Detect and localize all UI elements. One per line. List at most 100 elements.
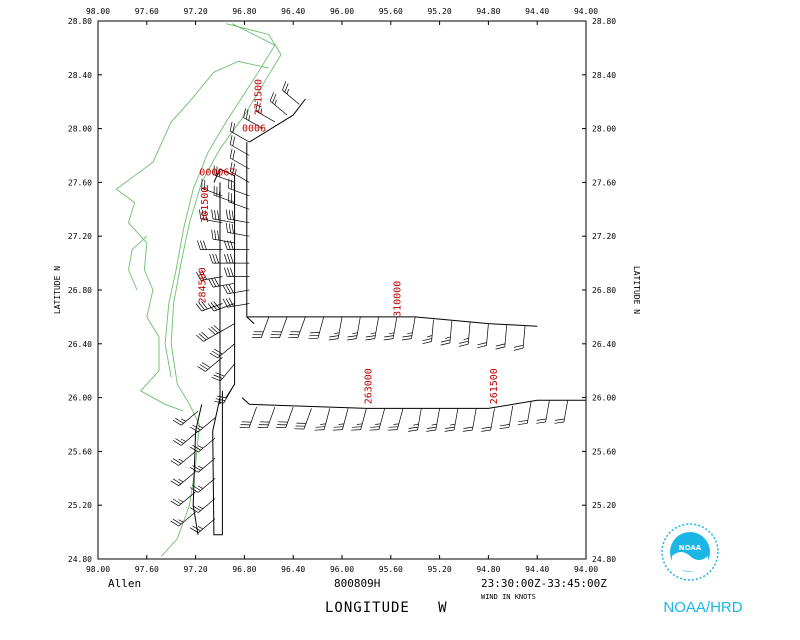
logo-ring <box>661 523 719 581</box>
coastline-segment <box>128 235 148 291</box>
logo-label: NOAA/HRD <box>663 599 742 616</box>
flight-track <box>192 404 203 535</box>
wind-barb <box>190 478 216 493</box>
axis-ticks-layer: 98.00 98.00 97.60 97.60 97.20 97.20 96.80 96.80… <box>68 7 616 574</box>
wind-barb <box>422 319 434 345</box>
wind-barb <box>347 316 361 341</box>
x-tick-label-bottom: 96.40 <box>281 565 305 574</box>
wind-barb <box>195 270 223 281</box>
x-tick-label-bottom: 96.00 <box>330 565 354 574</box>
wind-barb <box>199 209 223 224</box>
wind-barb <box>209 343 235 359</box>
wind-barb <box>190 457 216 473</box>
wind-barb <box>214 383 235 404</box>
x-tick-label-top: 95.20 <box>428 7 452 16</box>
wind-barb <box>170 491 196 507</box>
wind-barb <box>211 209 235 224</box>
x-tick-label-top: 95.60 <box>379 7 403 16</box>
y-tick-label-right: 28.00 <box>592 125 616 134</box>
wind-barb <box>408 408 422 432</box>
wind-barb <box>225 222 250 237</box>
wind-barb <box>229 162 250 183</box>
y-tick-label-left: 26.00 <box>68 394 92 403</box>
wind-barb <box>243 108 263 129</box>
wind-barb <box>170 511 196 527</box>
y-axis-label-right: LATITUDE N <box>632 266 641 314</box>
wind-barb <box>401 316 416 341</box>
wind-barb <box>536 400 550 424</box>
wind-barb <box>554 400 569 424</box>
flight-track <box>249 98 306 143</box>
wind-barb <box>328 316 343 341</box>
y-tick-label-right: 26.40 <box>592 340 616 349</box>
x-tick-label-top: 96.80 <box>232 7 256 16</box>
wind-barb <box>481 408 495 432</box>
wind-barb <box>222 297 250 308</box>
x-tick-label-top: 94.80 <box>476 7 500 16</box>
wind-barb <box>517 401 532 426</box>
wind-barb <box>255 101 276 123</box>
wind-barb <box>190 417 216 433</box>
wind-barb <box>477 323 489 349</box>
x-tick-label-bottom: 94.80 <box>476 565 500 574</box>
flight-track <box>241 397 586 409</box>
y-tick-label-right: 27.60 <box>592 178 616 187</box>
wind-barb <box>207 301 235 312</box>
x-tick-label-bottom: 96.80 <box>232 565 256 574</box>
x-tick-label-top: 94.40 <box>525 7 549 16</box>
time-label: 263000 <box>363 368 374 404</box>
wind-barb <box>426 408 440 432</box>
y-tick-label-left: 27.60 <box>68 178 92 187</box>
wind-barb <box>269 92 288 116</box>
time-label: 261500 <box>489 368 500 404</box>
x-tick-label-top: 94.00 <box>574 7 598 16</box>
y-tick-label-left: 26.80 <box>68 286 92 295</box>
wind-barb <box>282 81 300 105</box>
wind-barb <box>190 518 216 534</box>
y-tick-label-left: 28.00 <box>68 125 92 134</box>
time-label: 284500 <box>197 267 208 303</box>
logo-wave-icon <box>672 552 708 572</box>
x-axis-label: LONGITUDE W <box>325 600 448 616</box>
coastline-segment <box>164 23 276 378</box>
x-tick-label-top: 98.00 <box>86 7 110 16</box>
wind-barb <box>229 135 250 156</box>
wind-barb <box>172 410 199 426</box>
y-tick-label-left: 28.80 <box>68 17 92 26</box>
wind-barb <box>170 471 196 486</box>
wind-barb <box>351 408 367 431</box>
y-tick-label-right: 24.80 <box>592 555 616 564</box>
wind-barb <box>440 320 453 346</box>
wind-barb <box>369 408 386 431</box>
wind-barb <box>257 406 276 429</box>
wind-barb <box>190 498 216 513</box>
wind-barb <box>332 408 349 431</box>
y-tick-label-left: 24.80 <box>68 555 92 564</box>
wind-barb <box>458 322 471 347</box>
y-tick-label-left: 28.40 <box>68 71 92 80</box>
wind-barb <box>208 277 235 288</box>
wind-barb <box>222 284 250 295</box>
x-tick-label-top: 97.60 <box>135 7 159 16</box>
wind-barb <box>195 301 223 312</box>
y-tick-label-right: 25.60 <box>592 447 616 456</box>
wind-barb <box>444 408 459 432</box>
wind-barb <box>383 316 398 341</box>
wind-barb <box>225 209 250 224</box>
wind-barb <box>276 406 294 429</box>
wind-barb <box>251 316 270 338</box>
wind-barb <box>213 165 235 183</box>
x-tick-label-bottom: 97.20 <box>184 565 208 574</box>
wind-barb <box>223 267 250 277</box>
wind-barb <box>190 437 216 453</box>
wind-barb <box>213 185 235 203</box>
y-tick-label-left: 26.40 <box>68 340 92 349</box>
wind-barb <box>201 178 223 197</box>
y-tick-label-right: 25.20 <box>592 501 616 510</box>
wind-barb <box>223 253 250 264</box>
wind-barb <box>314 408 331 431</box>
wind-barb <box>288 316 306 338</box>
x-tick-label-top: 96.00 <box>330 7 354 16</box>
noaa-logo: NOAA NOAA/HRD <box>661 523 743 616</box>
